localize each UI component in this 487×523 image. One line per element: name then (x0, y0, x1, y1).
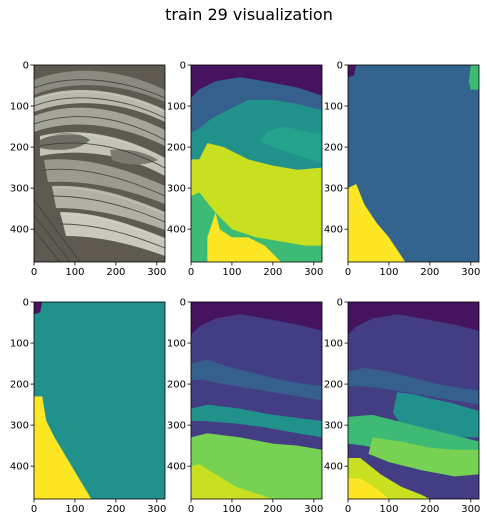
y-tick-label: 0 (23, 298, 29, 309)
panel-3-image (348, 65, 479, 262)
panel-3: 0 100 200 300 0 100 200 300 400 (324, 61, 480, 279)
y-tick-label: 100 (10, 339, 29, 350)
segment-region-2 (468, 65, 479, 90)
y-tick-label: 300 (10, 421, 29, 432)
x-tick-label: 100 (65, 267, 84, 278)
x-tick-label: 100 (222, 504, 241, 515)
x-tick-label: 0 (345, 267, 351, 278)
y-tick-label: 400 (10, 225, 29, 236)
y-tick-label: 100 (167, 102, 186, 113)
x-tick-label: 100 (379, 267, 398, 278)
x-tick-label: 0 (188, 504, 194, 515)
axes-frame (33, 301, 166, 500)
x-tick-label: 200 (263, 267, 282, 278)
segment-region-2 (348, 367, 479, 405)
y-tick-label: 100 (324, 102, 343, 113)
x-tick-label: 100 (379, 504, 398, 515)
axes-frame (347, 64, 480, 263)
axes-frame (190, 64, 323, 263)
y-tick-label: 300 (324, 421, 343, 432)
y-tick-label: 0 (180, 298, 186, 309)
y-tick-label: 100 (10, 102, 29, 113)
y-tick-label: 200 (167, 143, 186, 154)
figure-title: train 29 visualization (165, 5, 333, 24)
segment-region-5 (191, 464, 273, 499)
panel-6: 0 100 200 300 0 100 200 300 400 (324, 298, 480, 516)
panel-6-image (348, 302, 479, 499)
segment-region-6 (207, 212, 282, 262)
y-tick-label: 100 (167, 339, 186, 350)
y-tick-label: 0 (180, 61, 186, 72)
x-tick-label: 100 (222, 267, 241, 278)
y-tick-label: 300 (167, 184, 186, 195)
x-tick-label: 200 (420, 504, 439, 515)
segment-region-2 (191, 77, 322, 133)
x-tick-label: 100 (65, 504, 84, 515)
panel-1: 0 100 200 300 0 100 200 300 400 (10, 61, 166, 279)
x-tick-label: 0 (31, 267, 37, 278)
y-tick-label: 0 (23, 61, 29, 72)
y-tick-label: 200 (324, 380, 343, 391)
segment-region-5 (368, 437, 479, 477)
segment-region-1 (191, 65, 322, 98)
segment-region-7 (348, 478, 389, 499)
y-tick-label: 400 (324, 225, 343, 236)
axes-frame (190, 301, 323, 500)
x-tick-label: 300 (304, 267, 323, 278)
y-tick-label: 100 (324, 339, 343, 350)
panel-5: 0 100 200 300 0 100 200 300 400 (167, 298, 323, 516)
y-tick-label: 200 (10, 143, 29, 154)
x-tick-label: 0 (188, 267, 194, 278)
x-tick-label: 0 (345, 504, 351, 515)
segment-region-3 (191, 404, 322, 438)
x-tick-label: 300 (147, 267, 166, 278)
x-tick-label: 300 (304, 504, 323, 515)
y-tick-label: 400 (10, 462, 29, 473)
y-tick-label: 300 (167, 421, 186, 432)
panel-4-image (34, 302, 165, 499)
y-tick-label: 300 (10, 184, 29, 195)
y-tick-label: 400 (167, 225, 186, 236)
x-tick-label: 200 (106, 267, 125, 278)
x-tick-label: 200 (420, 267, 439, 278)
y-tick-label: 200 (324, 143, 343, 154)
axes-frame (347, 301, 480, 500)
segment-region-1 (34, 302, 43, 315)
x-tick-label: 300 (461, 267, 480, 278)
panel-5-image (191, 302, 322, 499)
panel-1-image (34, 65, 165, 262)
segment-region-1 (348, 302, 479, 335)
x-tick-label: 200 (106, 504, 125, 515)
panel-4: 0 100 200 300 0 100 200 300 400 (10, 298, 166, 516)
axes-frame (33, 64, 166, 263)
x-tick-label: 0 (31, 504, 37, 515)
y-tick-label: 200 (10, 380, 29, 391)
x-tick-label: 300 (147, 504, 166, 515)
panel-2-image (191, 65, 322, 262)
panel-2: 0 100 200 300 0 100 200 300 400 (167, 61, 323, 279)
segment-region-3 (348, 184, 406, 262)
x-tick-label: 200 (263, 504, 282, 515)
segment-region-3 (260, 126, 322, 164)
y-tick-label: 400 (167, 462, 186, 473)
y-tick-label: 0 (337, 298, 343, 309)
segment-region-2 (191, 359, 322, 401)
segment-region-2 (34, 396, 92, 499)
y-tick-label: 0 (337, 61, 343, 72)
y-tick-label: 400 (324, 462, 343, 473)
y-tick-label: 200 (167, 380, 186, 391)
y-tick-label: 300 (324, 184, 343, 195)
x-tick-label: 300 (461, 504, 480, 515)
segment-region-1 (348, 65, 357, 78)
segment-region-1 (191, 302, 322, 335)
